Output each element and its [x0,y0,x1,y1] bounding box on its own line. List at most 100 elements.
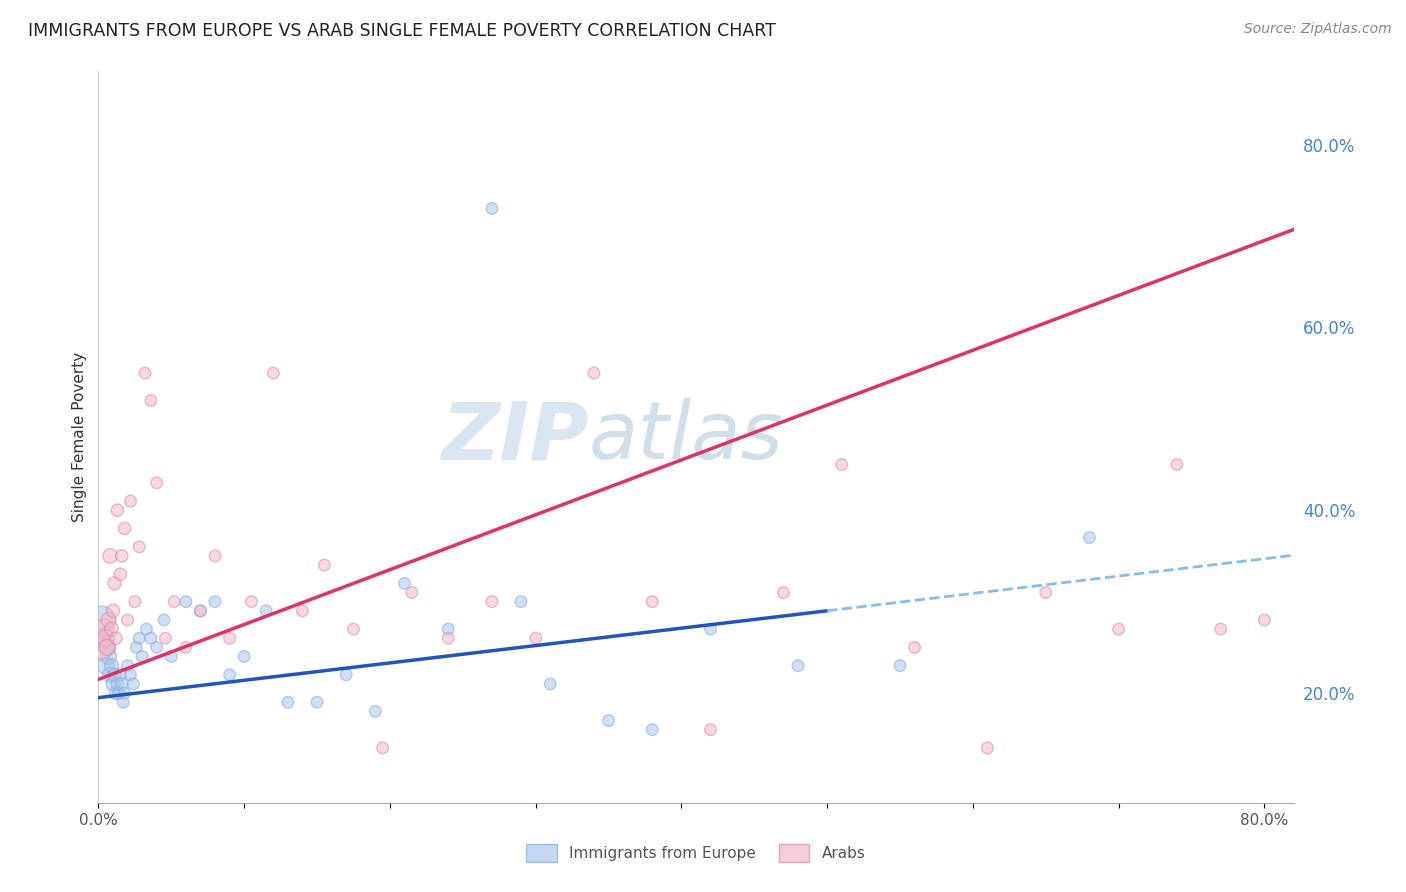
Point [101,677,124,691]
Point [145,475,167,490]
Point [342,622,364,636]
Y-axis label: Single Female Poverty: Single Female Poverty [72,352,87,522]
Point [481,594,503,608]
Point [160,649,183,664]
Point [510,594,533,608]
Point [976,740,998,755]
Point [112,695,135,709]
Point [699,622,721,636]
Point [305,695,328,709]
Point [481,202,503,216]
Point [114,686,136,700]
Point [155,632,177,646]
Point [1166,458,1188,472]
Point [124,594,146,608]
Point [94,658,117,673]
Point [90,640,112,655]
Point [641,594,664,608]
Text: Source: ZipAtlas.com: Source: ZipAtlas.com [1244,22,1392,37]
Point [262,366,284,380]
Point [117,613,139,627]
Point [291,604,314,618]
Point [831,458,853,472]
Point [110,667,132,681]
Point [131,649,153,664]
Point [314,558,336,573]
Point [1035,585,1057,599]
Point [190,604,212,618]
Point [128,540,150,554]
Point [218,667,240,681]
Text: IMMIGRANTS FROM EUROPE VS ARAB SINGLE FEMALE POVERTY CORRELATION CHART: IMMIGRANTS FROM EUROPE VS ARAB SINGLE FE… [28,22,776,40]
Point [120,494,142,508]
Point [699,723,721,737]
Point [153,613,176,627]
Point [437,622,460,636]
Point [100,658,122,673]
Point [145,640,167,655]
Point [163,594,186,608]
Point [889,658,911,673]
Point [96,640,118,655]
Point [335,667,357,681]
Text: ZIP: ZIP [441,398,588,476]
Point [204,594,226,608]
Point [204,549,226,563]
Point [174,594,197,608]
Point [97,613,120,627]
Point [98,549,121,563]
Point [437,632,460,646]
Point [111,549,134,563]
Point [114,521,136,535]
Point [641,723,664,737]
Point [233,649,256,664]
Point [218,632,240,646]
Point [105,677,128,691]
Point [254,604,277,618]
Point [94,632,117,646]
Point [139,632,162,646]
Point [103,576,125,591]
Point [787,658,810,673]
Point [1209,622,1232,636]
Point [104,686,127,700]
Point [277,695,299,709]
Point [538,677,561,691]
Point [135,622,157,636]
Point [174,640,197,655]
Point [105,503,128,517]
Point [134,366,156,380]
Point [111,677,134,691]
Point [190,604,212,618]
Point [1253,613,1275,627]
Point [100,622,122,636]
Point [401,585,423,599]
Legend: Immigrants from Europe, Arabs: Immigrants from Europe, Arabs [520,838,872,868]
Point [93,622,115,636]
Point [90,613,112,627]
Point [139,393,162,408]
Point [122,677,145,691]
Point [582,366,605,380]
Point [93,632,115,646]
Point [371,740,394,755]
Point [108,686,131,700]
Point [364,705,387,719]
Point [98,667,121,681]
Point [97,649,120,664]
Point [524,632,547,646]
Point [903,640,925,655]
Point [117,658,139,673]
Point [103,667,125,681]
Point [1078,531,1101,545]
Point [240,594,263,608]
Text: atlas: atlas [588,398,783,476]
Point [598,714,620,728]
Point [772,585,794,599]
Point [394,576,416,591]
Point [101,604,124,618]
Point [110,567,132,582]
Point [125,640,148,655]
Point [128,632,150,646]
Point [120,667,142,681]
